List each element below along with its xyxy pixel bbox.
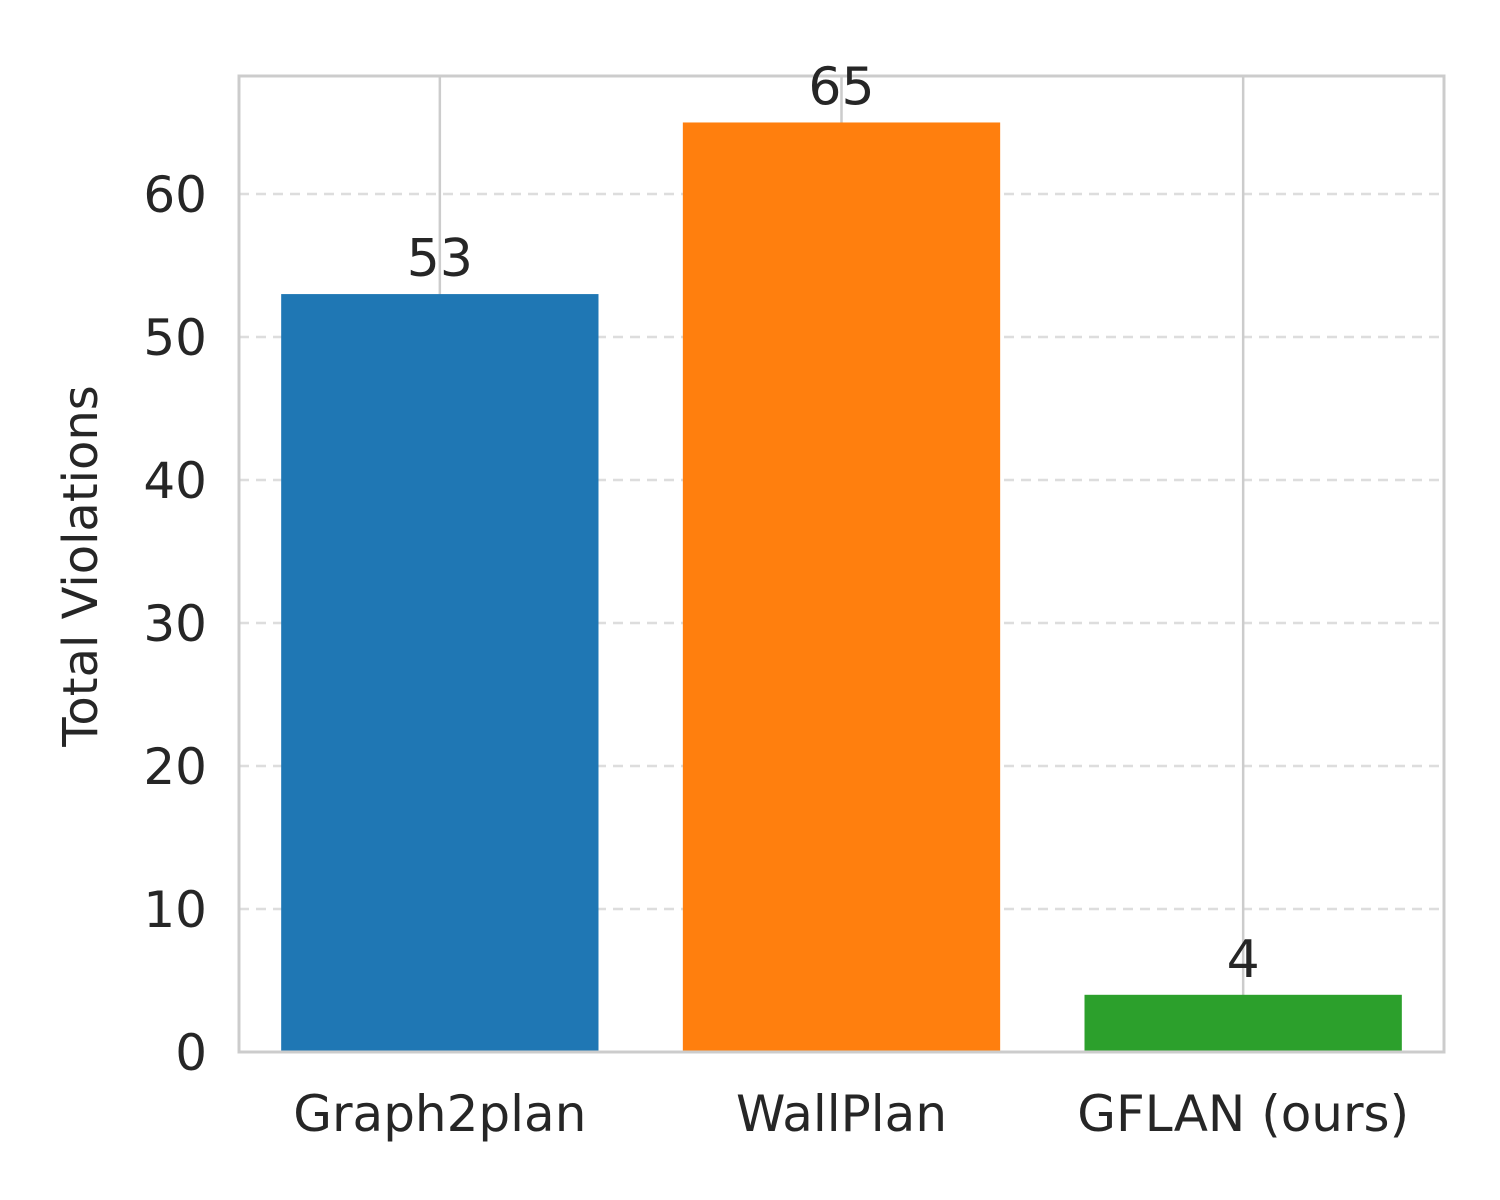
bar [1084, 994, 1402, 1052]
y-tick-label: 30 [143, 595, 207, 653]
y-tick-label: 20 [143, 738, 207, 796]
y-tick-label: 50 [143, 309, 207, 367]
y-tick-label: 10 [143, 881, 207, 939]
bar [281, 294, 599, 1053]
x-tick-label: Graph2plan [293, 1085, 586, 1143]
x-tick-label: WallPlan [736, 1085, 947, 1143]
labels: 0 10 20 30 40 50 60 53 Graph2plan 65 WallPlan 4 GFLA… [143, 57, 1409, 1143]
bars [281, 122, 1402, 1053]
bar-value-label: 53 [407, 229, 473, 289]
bar-value-label: 65 [808, 57, 874, 117]
plot-frame [237, 74, 1446, 1054]
y-axis-label: Total Violations [53, 385, 109, 748]
y-tick-label: 0 [175, 1024, 207, 1082]
bar-value-label: 4 [1227, 930, 1260, 990]
x-tick-label: GFLAN (ours) [1077, 1085, 1409, 1143]
bar [682, 122, 1001, 1052]
y-tick-label: 60 [143, 166, 207, 224]
y-tick-label: 40 [143, 452, 207, 510]
